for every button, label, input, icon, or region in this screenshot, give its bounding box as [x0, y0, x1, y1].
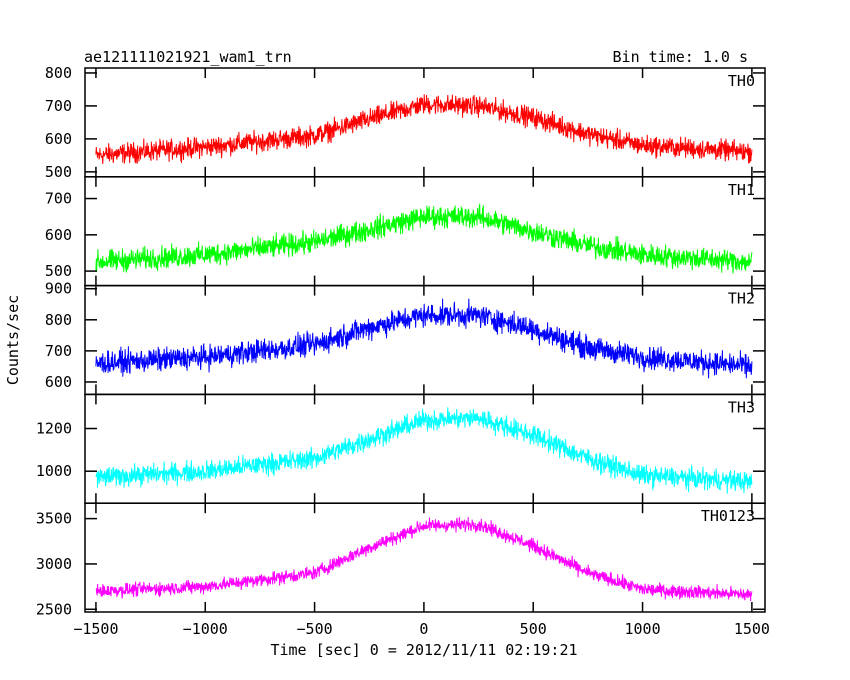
- y-tick-label: 700: [45, 97, 72, 115]
- series-line-th2: [95, 298, 753, 379]
- panel-frame: [84, 176, 766, 287]
- y-tick-label: 800: [45, 64, 72, 82]
- series-line-th1: [95, 203, 753, 274]
- x-tick-label: −1500: [73, 620, 118, 638]
- chart-subtitle: Bin time: 1.0 s: [613, 48, 748, 66]
- panel-frame: [84, 67, 766, 178]
- series-label-th1: TH1: [728, 181, 755, 199]
- x-axis-label: Time [sec] 0 = 2012/11/11 02:19:21: [270, 641, 577, 659]
- panel-frame: [84, 502, 766, 613]
- x-tick-label: 0: [419, 620, 428, 638]
- panel-th2: 600 700 800 900 TH2: [45, 280, 766, 396]
- series-label-th2: TH2: [728, 290, 755, 308]
- y-axis-label: Counts/sec: [4, 295, 22, 385]
- series-label-th0: TH0: [728, 72, 755, 90]
- y-tick-label: 2500: [36, 600, 72, 618]
- series-line-th0: [95, 94, 753, 165]
- x-tick-label: −1000: [183, 620, 228, 638]
- x-tick-label: 1000: [624, 620, 660, 638]
- series-line-th3: [95, 407, 753, 494]
- series-label-th0123: TH0123: [701, 507, 755, 525]
- y-tick-label: 3500: [36, 510, 72, 528]
- y-tick-label: 600: [45, 130, 72, 148]
- series-label-th3: TH3: [728, 398, 755, 416]
- x-axis: −1500 −1000 −500 0 500 1000 1500: [73, 620, 770, 638]
- y-tick-label: 1000: [36, 462, 72, 480]
- panel-th0123: 2500 3000 3500 TH0123: [36, 502, 766, 618]
- series-line-th0123: [95, 517, 753, 602]
- y-tick-label: 900: [45, 280, 72, 298]
- chart-title: ae121111021921_wam1_trn: [84, 48, 292, 66]
- panel-th3: 1000 1200 TH3: [36, 393, 766, 504]
- y-tick-label: 3000: [36, 555, 72, 573]
- panel-th1: 500 600 700 TH1: [45, 176, 766, 287]
- panel-frame: [84, 284, 766, 396]
- y-tick-label: 700: [45, 190, 72, 208]
- y-tick-label: 500: [45, 163, 72, 181]
- y-tick-label: 600: [45, 226, 72, 244]
- x-tick-label: 500: [520, 620, 547, 638]
- y-tick-label: 600: [45, 373, 72, 391]
- x-tick-label: 1500: [734, 620, 770, 638]
- x-tick-label: −500: [297, 620, 333, 638]
- y-tick-label: 500: [45, 262, 72, 280]
- y-tick-label: 1200: [36, 420, 72, 438]
- panel-th0: 500 600 700 800 TH0: [45, 64, 766, 181]
- y-tick-label: 800: [45, 311, 72, 329]
- panels: 500 600 700 800 TH0 500 600 700 TH1 600 700 800 900 T…: [36, 64, 766, 618]
- panel-frame: [84, 393, 766, 504]
- y-tick-label: 700: [45, 342, 72, 360]
